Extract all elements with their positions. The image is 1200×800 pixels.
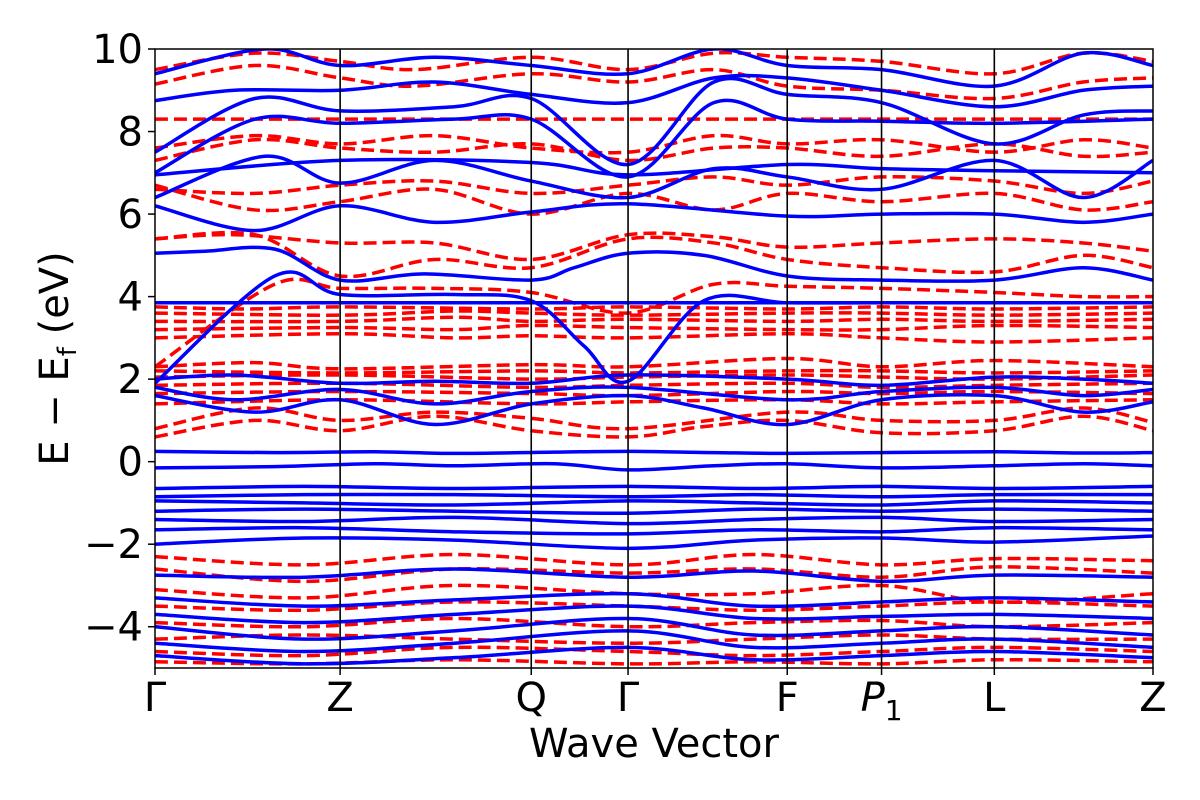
- solid-band-line: [155, 515, 1153, 526]
- y-tick-label: −2: [84, 522, 143, 568]
- dashed-band-line: [155, 230, 1153, 279]
- dashed-band-line: [155, 175, 1153, 196]
- dashed-band-line: [155, 315, 1153, 324]
- solid-band-line: [155, 525, 1153, 536]
- x-tick-label: Q: [516, 675, 547, 721]
- dashed-band-line: [155, 565, 1153, 584]
- x-tick-label: Z: [326, 675, 353, 721]
- solid-band-line: [155, 534, 1153, 551]
- solid-band-line: [155, 507, 1153, 516]
- dashed-band-line: [155, 356, 1153, 371]
- solid-band-line: [155, 645, 1153, 666]
- y-tick-label: 8: [118, 110, 143, 156]
- dashed-band-line: [155, 583, 1153, 604]
- x-tick-label: L: [983, 675, 1006, 721]
- y-axis-ticks: −4 −2 0 2 4 6 8 10: [84, 27, 155, 651]
- dashed-band-line: [155, 368, 1153, 375]
- plot-area: [155, 49, 1153, 666]
- y-tick-label: 10: [92, 27, 143, 73]
- dashed-band-line: [155, 406, 1153, 431]
- dashed-band-line: [155, 331, 1153, 344]
- solid-band-line: [155, 591, 1153, 609]
- solid-band-line: [155, 616, 1153, 641]
- solid-band-line: [155, 73, 1153, 109]
- solid-band-line: [155, 604, 1153, 625]
- solid-band-line: [155, 492, 1153, 499]
- dashed-band-line: [155, 552, 1153, 567]
- x-tick-label: Z: [1139, 675, 1166, 721]
- y-tick-label: 4: [118, 275, 143, 321]
- dashed-band-line: [155, 323, 1153, 332]
- y-tick-label: 6: [118, 192, 143, 238]
- y-tick-label: −4: [84, 605, 143, 651]
- dashed-band-line: [155, 63, 1153, 101]
- solid-band-line: [155, 373, 1153, 388]
- solid-band-line: [155, 629, 1153, 654]
- x-axis-ticks: Γ Z Q Γ F P1 L Z: [144, 668, 1167, 727]
- x-tick-label: Γ: [144, 675, 167, 721]
- axes-frame: [154, 48, 1154, 669]
- solid-band-line: [155, 392, 1153, 427]
- x-axis-title: Wave Vector: [529, 721, 780, 767]
- solid-band-line: [155, 567, 1153, 584]
- kpoint-divider-lines: [339, 49, 996, 668]
- dashed-band-line: [155, 183, 1153, 216]
- solid-band-line: [155, 499, 1153, 507]
- solid-band-line: [155, 245, 1153, 283]
- y-tick-label: 2: [118, 357, 143, 403]
- x-tick-label: P1: [861, 675, 903, 727]
- y-tick-label: 0: [118, 440, 143, 486]
- solid-band-line: [155, 484, 1153, 491]
- dashed-band-line: [155, 645, 1153, 658]
- solid-band-line: [155, 154, 1153, 200]
- dashed-band-line: [155, 309, 1153, 317]
- solid-band-line: [155, 98, 1153, 179]
- x-tick-label: F: [776, 675, 799, 721]
- x-tick-label: Γ: [617, 675, 640, 721]
- solid-band-line: [155, 449, 1153, 456]
- solid-band-line: [155, 461, 1153, 472]
- y-axis-title: E − Ef (eV): [32, 251, 83, 466]
- dashed-band-line: [155, 305, 1153, 311]
